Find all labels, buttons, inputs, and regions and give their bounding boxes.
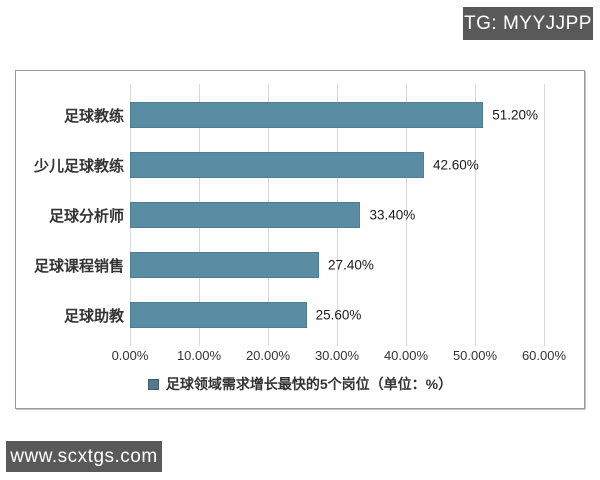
gridline bbox=[544, 84, 545, 346]
category-label: 少儿足球教练 bbox=[33, 157, 124, 175]
category-label: 足球课程销售 bbox=[33, 257, 124, 275]
bar bbox=[130, 252, 320, 278]
bar-value-label: 25.60% bbox=[315, 307, 362, 323]
x-tick-label: 10.00% bbox=[176, 348, 222, 363]
x-tick-label: 20.00% bbox=[245, 348, 291, 363]
bar-row: 25.60% bbox=[130, 290, 544, 340]
gridline bbox=[405, 84, 407, 346]
x-tick-label: 30.00% bbox=[314, 348, 360, 363]
x-tick-label: 40.00% bbox=[383, 348, 429, 363]
bar bbox=[130, 302, 307, 328]
x-tick-label: 0.00% bbox=[111, 348, 149, 363]
bar-value-label: 27.40% bbox=[328, 257, 374, 273]
category-label: 足球教练 bbox=[63, 107, 124, 125]
bar-row: 33.40% bbox=[130, 190, 544, 240]
bar-value-label: 33.40% bbox=[369, 207, 416, 223]
bar-value-label: 51.20% bbox=[492, 107, 539, 123]
chart-container: 51.20% 42.60% 33.40% 27.40% 25.60% 足球教练少儿足球教… bbox=[15, 70, 585, 409]
category-label: 足球助教 bbox=[63, 307, 124, 325]
x-axis: 0.00% 10.00% 20.00% 30.00% 40.00% 50.00% 60.00… bbox=[112, 348, 566, 364]
site-badge: www.scxtgs.com bbox=[6, 441, 162, 472]
bar-value-label: 42.60% bbox=[432, 157, 479, 173]
bar bbox=[130, 202, 361, 228]
bar bbox=[130, 102, 484, 128]
x-tick-label: 60.00% bbox=[521, 348, 567, 363]
plot-area: 51.20% 42.60% 33.40% 27.40% 25.60% bbox=[130, 90, 544, 340]
legend-swatch-icon bbox=[147, 378, 159, 390]
bar-row: 51.20% bbox=[130, 90, 544, 140]
gridline bbox=[475, 84, 476, 346]
tg-badge: TG: MYYJJPP bbox=[463, 7, 593, 40]
bar-row: 42.60% bbox=[130, 140, 544, 190]
bar-row: 27.40% bbox=[130, 240, 544, 290]
bar bbox=[130, 152, 424, 178]
category-label: 足球分析师 bbox=[48, 207, 124, 225]
legend: 足球领域需求增长最快的5个岗位（单位：%） bbox=[16, 374, 584, 394]
category-axis: 足球教练少儿足球教练足球分析师足球课程销售足球助教 bbox=[16, 90, 124, 340]
x-tick-label: 50.00% bbox=[452, 348, 498, 363]
legend-label: 足球领域需求增长最快的5个岗位（单位：%） bbox=[165, 376, 453, 392]
